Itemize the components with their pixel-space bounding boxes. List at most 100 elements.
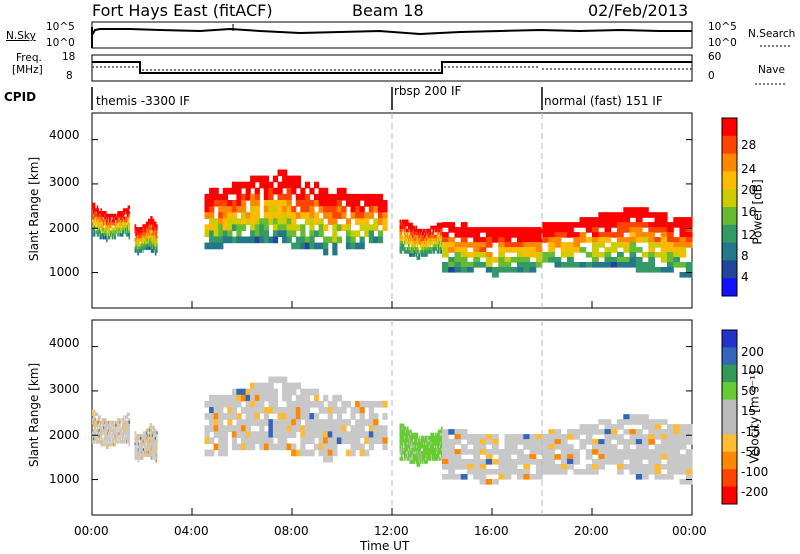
- echo-cell: [106, 443, 108, 447]
- echo-cell: [598, 464, 606, 470]
- echo-cell: [409, 438, 411, 443]
- echo-cell: [510, 459, 518, 465]
- echo-cell: [96, 211, 99, 215]
- echo-cell: [111, 431, 114, 436]
- echo-cell: [404, 241, 407, 245]
- echo-cell: [442, 439, 449, 445]
- echo-cell: [106, 213, 108, 218]
- echo-cell: [604, 222, 612, 228]
- echo-cell: [420, 454, 423, 458]
- echo-cell: [418, 448, 421, 452]
- echo-cell: [399, 225, 402, 230]
- echo-cell: [454, 257, 462, 263]
- echo-cell: [204, 437, 210, 445]
- echo-cell: [498, 252, 506, 258]
- echo-cell: [523, 262, 531, 268]
- echo-cell: [492, 272, 499, 278]
- echo-cell: [585, 227, 593, 233]
- echo-cell: [399, 244, 402, 248]
- echo-cell: [282, 388, 288, 396]
- echo-cell: [420, 237, 423, 242]
- echo-cell: [122, 213, 124, 218]
- echo-cell: [410, 253, 412, 257]
- echo-cell: [107, 440, 109, 444]
- echo-cell: [498, 267, 506, 273]
- echo-cell: [422, 247, 425, 251]
- echo-cell: [126, 219, 129, 223]
- echo-cell: [268, 407, 274, 414]
- echo-cell: [673, 439, 681, 445]
- echo-cell: [432, 457, 435, 461]
- echo-cell: [156, 453, 158, 457]
- echo-cell: [414, 234, 417, 239]
- echo-cell: [227, 224, 233, 231]
- echo-cell: [309, 431, 315, 438]
- echo-cell: [667, 232, 674, 238]
- echo-cell: [145, 434, 147, 438]
- echo-cell: [135, 450, 137, 455]
- echo-cell: [112, 227, 115, 232]
- echo-cell: [236, 431, 242, 438]
- echo-cell: [523, 464, 531, 470]
- echo-cell: [435, 225, 438, 230]
- echo-cell: [434, 441, 437, 446]
- echo-cell: [105, 213, 107, 218]
- echo-cell: [105, 418, 107, 422]
- echo-cell: [673, 262, 681, 268]
- echo-cell: [149, 442, 151, 446]
- echo-cell: [448, 257, 456, 263]
- echo-cell: [218, 242, 224, 250]
- echo-cell: [94, 208, 97, 212]
- echo-cell: [120, 227, 122, 232]
- echo-cell: [406, 426, 409, 431]
- velocity-tick-4: -15: [741, 425, 761, 439]
- echo-cell: [332, 236, 338, 244]
- echo-cell: [535, 257, 543, 263]
- echo-cell: [402, 219, 405, 224]
- echo-cell: [136, 434, 138, 438]
- echo-cell: [332, 193, 338, 201]
- echo-cell: [154, 221, 156, 225]
- echo-cell: [314, 443, 320, 451]
- echo-cell: [415, 432, 418, 437]
- echo-cell: [250, 212, 256, 219]
- echo-cell: [417, 441, 420, 446]
- echo-cell: [92, 211, 95, 215]
- echo-cell: [660, 227, 668, 233]
- echo-cell: [437, 429, 440, 434]
- echo-cell: [423, 244, 426, 248]
- echo-cell: [143, 431, 145, 435]
- echo-cell: [440, 244, 443, 248]
- echo-cell: [610, 222, 618, 228]
- echo-cell: [154, 456, 156, 460]
- time-tick-5: 20:00: [574, 524, 609, 538]
- echo-cell: [108, 227, 111, 232]
- echo-cell: [350, 437, 356, 445]
- echo-cell: [282, 212, 288, 219]
- echo-cell: [112, 222, 115, 226]
- echo-cell: [435, 454, 438, 458]
- echo-cell: [517, 267, 524, 273]
- echo-cell: [113, 213, 116, 218]
- echo-cell: [415, 237, 418, 242]
- echo-cell: [136, 448, 138, 452]
- echo-cell: [94, 434, 97, 439]
- echo-cell: [146, 450, 148, 455]
- echo-cell: [112, 429, 115, 433]
- echo-cell: [517, 232, 524, 238]
- echo-cell: [400, 426, 403, 431]
- echo-cell: [250, 388, 256, 396]
- echo-cell: [231, 181, 238, 189]
- echo-cell: [428, 457, 430, 461]
- echo-cell: [282, 376, 288, 384]
- echo-cell: [479, 464, 487, 470]
- echo-cell: [368, 212, 374, 219]
- echo-cell: [460, 429, 468, 435]
- echo-cell: [409, 457, 411, 461]
- echo-cell: [323, 455, 329, 463]
- echo-cell: [485, 267, 493, 273]
- echo-cell: [438, 457, 441, 461]
- echo-cell: [350, 431, 356, 438]
- echo-cell: [554, 237, 562, 243]
- echo-cell: [440, 250, 443, 254]
